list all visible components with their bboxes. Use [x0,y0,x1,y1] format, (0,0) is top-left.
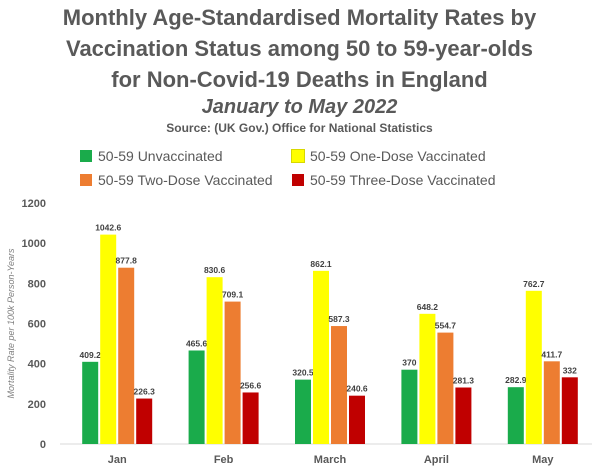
data-label: 320.5 [292,368,314,378]
bar [561,377,578,444]
bar [349,395,365,444]
y-tick-label: 1200 [22,198,46,210]
bar [118,267,135,444]
bar [136,398,153,444]
data-label: 877.8 [116,256,138,266]
chart-title-line-1: Monthly Age-Standardised Mortality Rates… [62,5,537,30]
data-label: 587.3 [328,314,350,324]
data-label: 409.2 [80,350,102,360]
bar [100,234,117,444]
bar [295,379,311,444]
bar [188,350,205,444]
bar [419,313,436,444]
data-label: 332 [563,365,577,375]
x-tick-label: Feb [214,454,234,466]
bar [224,301,241,444]
bar [206,277,223,444]
bar [543,361,560,444]
y-tick-label: 600 [28,319,46,331]
y-tick-label: 400 [28,359,46,371]
legend-swatch [80,174,92,186]
data-label: 762.7 [523,279,545,289]
bar [331,326,347,444]
chart-subtitle: January to May 2022 [201,96,398,118]
legend-item-one-dose: 50-59 One-Dose Vaccinated [291,148,486,164]
chart-title-line-2: Vaccination Status among 50 to 59-year-o… [65,36,534,61]
bar [455,387,472,444]
legend-label: 50-59 Three-Dose Vaccinated [310,172,496,188]
y-tick-label: 800 [28,278,46,290]
data-label: 554.7 [435,321,457,331]
data-label: 411.7 [541,349,562,359]
legend-label: 50-59 One-Dose Vaccinated [310,148,486,164]
data-label: 862.1 [310,259,332,269]
data-label: 282.9 [505,375,527,385]
y-tick-label: 200 [28,399,46,411]
x-tick-label: Jan [108,454,127,466]
bar [242,392,259,444]
data-label: 370 [402,358,416,368]
legend-swatch [292,174,304,186]
legend-swatch [80,150,92,162]
bar [313,270,329,444]
data-label: 240.6 [346,384,368,394]
bar [507,387,524,444]
legend-item-two-dose: 50-59 Two-Dose Vaccinated [80,172,273,188]
chart-source: Source: (UK Gov.) Office for National St… [166,121,433,135]
legend-label: 50-59 Two-Dose Vaccinated [98,172,273,188]
data-label: 648.2 [417,302,439,312]
legend-item-three-dose: 50-59 Three-Dose Vaccinated [292,172,495,188]
y-axis-label: Mortality Rate per 100k Person-Years [6,248,16,399]
bar [437,332,454,444]
data-label: 465.6 [186,338,208,348]
legend-label: 50-59 Unvaccinated [98,148,223,164]
data-label: 830.6 [204,265,226,275]
x-tick-label: March [314,454,347,466]
data-label: 1042.6 [95,223,121,233]
chart-title-line-3: for Non-Covid-19 Deaths in England [111,67,488,92]
data-label: 226.3 [134,387,156,397]
bar [401,369,418,444]
x-tick-label: May [532,454,554,466]
data-label: 256.6 [240,380,262,390]
legend-item-unvaccinated: 50-59 Unvaccinated [80,148,223,164]
bar [525,290,542,444]
y-tick-label: 1000 [22,238,46,250]
bar [82,361,99,444]
y-tick-label: 0 [40,439,46,451]
data-label: 709.1 [222,290,244,300]
data-label: 281.3 [453,376,475,386]
x-tick-label: April [424,454,449,466]
legend-swatch [291,149,305,163]
